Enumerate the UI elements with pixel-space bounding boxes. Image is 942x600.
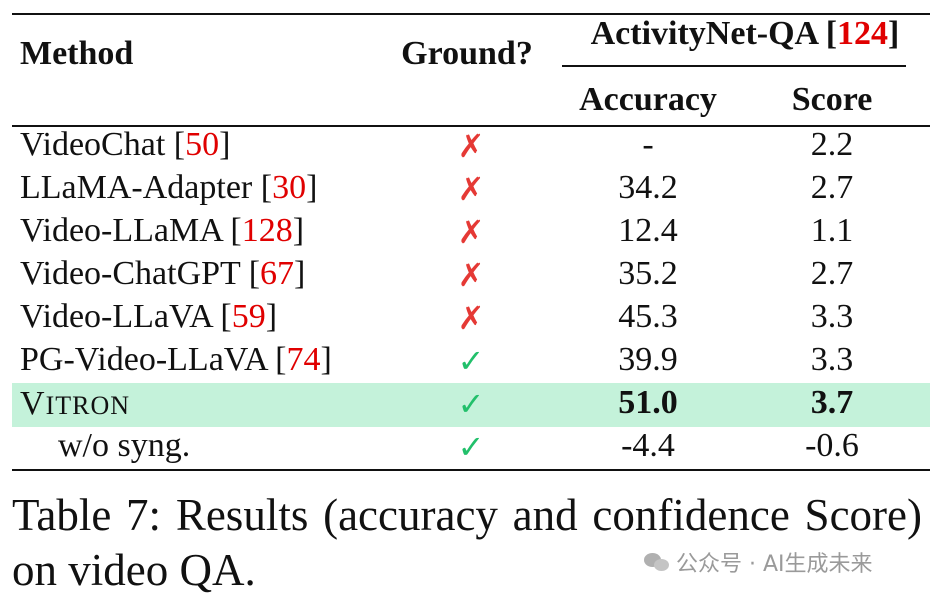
group-underline xyxy=(562,65,906,67)
row-accuracy: -4.4 xyxy=(621,427,675,464)
row-method: LLaMA-Adapter [30] xyxy=(20,169,318,206)
header-method: Method xyxy=(20,35,134,72)
row-score: 2.2 xyxy=(810,126,854,163)
citation[interactable]: 59 xyxy=(231,298,266,335)
bottom-rule xyxy=(12,469,930,471)
citation[interactable]: 30 xyxy=(272,169,307,206)
row-method: PG-Video-LLaVA [74] xyxy=(20,341,332,378)
row-method: VideoChat [50] xyxy=(20,126,231,163)
header-rule xyxy=(12,125,930,127)
check-icon: ✓ xyxy=(457,342,485,380)
row-accuracy: 12.4 xyxy=(618,212,678,249)
cross-icon: ✗ xyxy=(457,299,485,337)
row-method-ablation: w/o syng. xyxy=(58,427,191,464)
citation[interactable]: 50 xyxy=(185,126,220,163)
row-method-vitron: VITRON xyxy=(20,385,130,422)
row-method: Video-ChatGPT [67] xyxy=(20,255,306,292)
header-accuracy: Accuracy xyxy=(579,81,717,118)
top-rule xyxy=(12,13,930,15)
row-score-best: 3.7 xyxy=(810,384,854,421)
wechat-icon xyxy=(644,551,670,573)
watermark: 公众号 · AI生成未来 xyxy=(644,546,873,578)
row-score: 2.7 xyxy=(810,255,854,292)
row-score: 2.7 xyxy=(810,169,854,206)
check-icon: ✓ xyxy=(457,385,485,423)
cross-icon: ✗ xyxy=(457,170,485,208)
row-method: Video-LLaMA [128] xyxy=(20,212,305,249)
row-method: Video-LLaVA [59] xyxy=(20,298,278,335)
watermark-text: 公众号 · AI生成未来 xyxy=(676,552,873,577)
highlight-row-band xyxy=(12,383,930,427)
row-accuracy: 39.9 xyxy=(618,341,678,378)
citation[interactable]: 74 xyxy=(286,341,321,378)
row-score: -0.6 xyxy=(805,427,859,464)
cross-icon: ✗ xyxy=(457,256,485,294)
citation[interactable]: 67 xyxy=(260,255,295,292)
check-icon: ✓ xyxy=(457,428,485,466)
row-accuracy-best: 51.0 xyxy=(618,384,678,421)
row-accuracy: 34.2 xyxy=(618,169,678,206)
row-accuracy: - xyxy=(642,126,654,163)
row-score: 3.3 xyxy=(810,341,854,378)
group-name: ActivityNet-QA xyxy=(590,15,818,52)
cross-icon: ✗ xyxy=(457,213,485,251)
row-score: 1.1 xyxy=(810,212,854,249)
table-caption: Table 7: Results (accuracy and confidenc… xyxy=(12,490,922,595)
row-score: 3.3 xyxy=(810,298,854,335)
row-accuracy: 35.2 xyxy=(618,255,678,292)
header-activitynet-qa: ActivityNet-QA [124] xyxy=(590,15,900,52)
citation[interactable]: 128 xyxy=(241,212,293,249)
header-ground: Ground? xyxy=(401,35,533,72)
header-score: Score xyxy=(791,81,873,118)
group-citation[interactable]: 124 xyxy=(837,15,889,52)
cross-icon: ✗ xyxy=(457,127,485,165)
row-accuracy: 45.3 xyxy=(618,298,678,335)
